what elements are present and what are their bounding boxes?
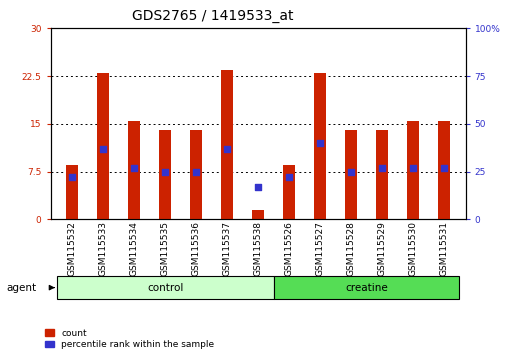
Bar: [97, 73, 109, 219]
Point: [130, 165, 138, 171]
Bar: [282, 165, 294, 219]
Point: [223, 146, 231, 152]
Point: [377, 165, 385, 171]
Bar: [406, 121, 418, 219]
Text: GDS2765 / 1419533_at: GDS2765 / 1419533_at: [131, 9, 293, 23]
Point: [346, 169, 355, 175]
Bar: [128, 121, 140, 219]
Text: creatine: creatine: [344, 282, 387, 293]
Point: [68, 175, 76, 180]
Bar: [437, 121, 449, 219]
Text: control: control: [146, 282, 183, 293]
Point: [161, 169, 169, 175]
Point: [315, 140, 323, 146]
Point: [408, 165, 416, 171]
Bar: [251, 210, 264, 219]
Bar: [159, 130, 171, 219]
Point: [439, 165, 447, 171]
FancyBboxPatch shape: [57, 276, 273, 299]
Point: [99, 146, 107, 152]
Bar: [66, 165, 78, 219]
Point: [284, 175, 292, 180]
Bar: [344, 130, 357, 219]
Legend: count, percentile rank within the sample: count, percentile rank within the sample: [45, 329, 214, 349]
Bar: [375, 130, 387, 219]
FancyBboxPatch shape: [273, 276, 459, 299]
Bar: [189, 130, 202, 219]
Text: agent: agent: [7, 283, 37, 293]
Bar: [221, 70, 233, 219]
Point: [254, 184, 262, 190]
Bar: [313, 73, 326, 219]
Point: [192, 169, 200, 175]
